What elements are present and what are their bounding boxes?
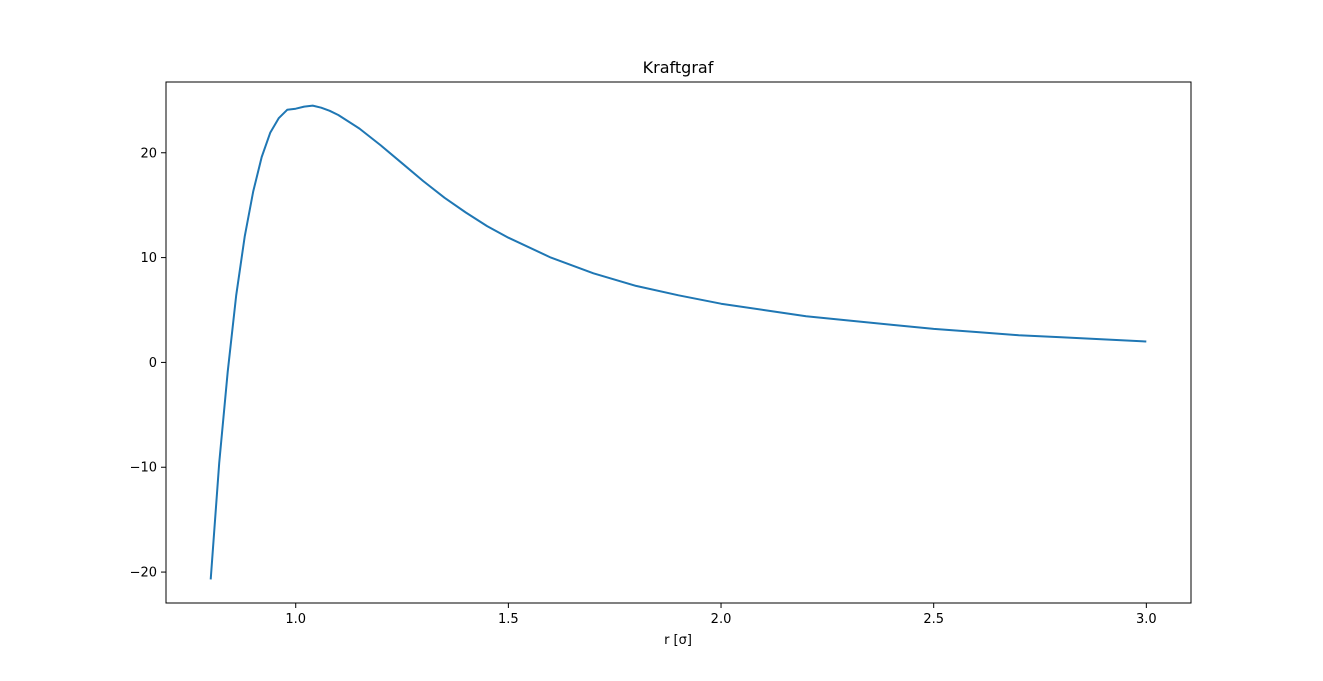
y-tick-label: −20 bbox=[130, 566, 157, 581]
y-axis: −20 −10 0 10 20 bbox=[130, 146, 166, 581]
x-axis: 1.0 1.5 2.0 2.5 3.0 bbox=[285, 603, 1157, 627]
chart-title: Kraftgraf bbox=[643, 58, 714, 77]
y-tick-label: 0 bbox=[149, 356, 157, 371]
x-tick-label: 1.5 bbox=[498, 612, 519, 627]
x-tick-label: 2.5 bbox=[923, 612, 944, 627]
x-tick-label: 2.0 bbox=[711, 612, 732, 627]
plot-frame bbox=[165, 81, 1192, 604]
series-line bbox=[209, 104, 1147, 580]
x-tick-label: 3.0 bbox=[1136, 612, 1157, 627]
x-tick-label: 1.0 bbox=[285, 612, 306, 627]
y-tick-label: 20 bbox=[140, 146, 157, 161]
plot-area bbox=[209, 104, 1147, 580]
x-axis-label: r [σ] bbox=[664, 633, 692, 648]
y-tick-label: 10 bbox=[140, 251, 157, 266]
y-tick-label: −10 bbox=[130, 461, 157, 476]
